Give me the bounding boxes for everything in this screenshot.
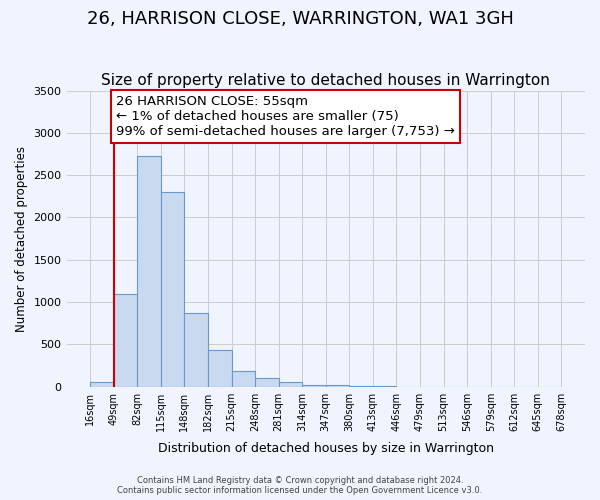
Bar — [232, 371, 255, 386]
Title: Size of property relative to detached houses in Warrington: Size of property relative to detached ho… — [101, 73, 550, 88]
Text: 26 HARRISON CLOSE: 55sqm
← 1% of detached houses are smaller (75)
99% of semi-de: 26 HARRISON CLOSE: 55sqm ← 1% of detache… — [116, 95, 455, 138]
Bar — [137, 156, 161, 386]
Bar — [278, 382, 302, 386]
Bar — [113, 294, 137, 386]
Text: Contains HM Land Registry data © Crown copyright and database right 2024.
Contai: Contains HM Land Registry data © Crown c… — [118, 476, 482, 495]
Bar — [184, 312, 208, 386]
Bar — [255, 378, 278, 386]
Text: 26, HARRISON CLOSE, WARRINGTON, WA1 3GH: 26, HARRISON CLOSE, WARRINGTON, WA1 3GH — [86, 10, 514, 28]
Bar — [161, 192, 184, 386]
Y-axis label: Number of detached properties: Number of detached properties — [15, 146, 28, 332]
Bar — [90, 382, 113, 386]
Bar — [302, 384, 326, 386]
Bar — [208, 350, 232, 386]
X-axis label: Distribution of detached houses by size in Warrington: Distribution of detached houses by size … — [158, 442, 494, 455]
